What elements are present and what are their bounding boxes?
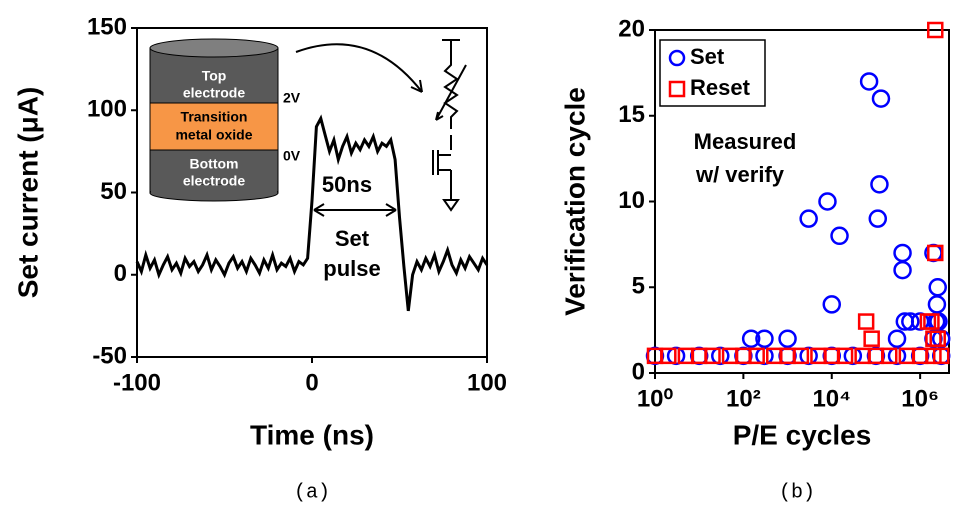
x-axis-title: P/E cycles (733, 419, 872, 450)
cylinder-fill (151, 185, 277, 193)
point (927, 295, 947, 314)
y-tick-label: 50 (100, 178, 127, 205)
voltage-label: 0V (283, 148, 301, 164)
voltage-label: 2V (283, 90, 301, 106)
cylinder-top (149, 38, 279, 58)
y-tick-label: 10 (618, 187, 645, 214)
x-tick-label: 10⁰ (637, 385, 674, 412)
x-tick-label: -100 (113, 369, 161, 396)
point (868, 209, 888, 228)
point (792, 347, 810, 365)
x-axis-title: Time (ns) (250, 419, 374, 450)
legend-marker (668, 49, 686, 67)
point (755, 329, 774, 348)
point (871, 89, 891, 108)
chart: -50 0 50 100 150 -100 0 100 Time (ns) Set current… (12, 13, 507, 504)
legend-marker (668, 80, 686, 98)
point (822, 295, 842, 314)
point (919, 313, 937, 330)
point (830, 226, 849, 246)
x-tick-label: 100 (467, 369, 507, 396)
x-tick-label: 10⁶ (901, 385, 939, 412)
y-tick-label: 150 (87, 13, 127, 40)
x-tick-label: 0 (305, 369, 318, 396)
point (887, 329, 907, 348)
inset-arrow (295, 43, 423, 93)
caption: (b) (779, 481, 815, 504)
point (880, 347, 898, 365)
point (893, 243, 912, 263)
device-inset: Top electrode Transition metal oxide Bot… (149, 38, 467, 212)
point (863, 330, 880, 347)
data-line (135, 114, 489, 312)
point (818, 192, 837, 211)
point (704, 347, 721, 365)
inset-label: electrode (183, 173, 245, 189)
point (928, 278, 947, 297)
inset-label: Bottom (190, 156, 239, 172)
point (927, 244, 944, 262)
inset-label: Transition (181, 109, 248, 125)
point (929, 330, 946, 347)
point (660, 347, 677, 365)
caption: (a) (294, 481, 330, 504)
point (778, 329, 797, 348)
point (748, 347, 765, 365)
annotation: Measured (694, 129, 797, 154)
point (927, 21, 944, 39)
point (932, 347, 950, 365)
legend-label: Set (690, 44, 725, 69)
point (799, 209, 818, 228)
y-tick-label: 15 (618, 101, 645, 128)
y-tick-label: 0 (114, 260, 127, 287)
annotation: w/ verify (695, 162, 785, 187)
y-tick-label: 5 (632, 273, 645, 300)
pulse-annotation: 50ns Set pulse (313, 172, 397, 281)
y-axis-title: Set current (μA) (12, 87, 43, 299)
oxide-layer (149, 102, 279, 151)
legend-label: Reset (690, 75, 751, 100)
arrow-head (410, 79, 423, 93)
x-tick-label: 10⁴ (812, 385, 851, 412)
y-tick-label: -50 (92, 342, 127, 369)
inset-label: Top (202, 68, 227, 84)
point (859, 72, 879, 91)
width-arrow (313, 203, 397, 217)
inset-label: electrode (183, 85, 245, 101)
point (836, 347, 854, 365)
annotation: Set (335, 226, 370, 251)
y-tick-label: 100 (87, 96, 127, 123)
y-tick-label: 20 (618, 15, 645, 42)
annotation: 50ns (322, 172, 372, 197)
chart: 0 5 10 15 20 10⁰ 10² 10⁴ 10⁶ P/E cycles Verificati… (559, 15, 951, 504)
inset-label: metal oxide (175, 127, 252, 143)
annotation: pulse (323, 256, 380, 281)
point (901, 312, 920, 331)
point (893, 260, 912, 280)
point (870, 175, 889, 194)
point (857, 313, 875, 330)
x-tick-label: 10² (726, 385, 761, 412)
y-axis-title: Verification cycle (559, 87, 590, 316)
point (741, 329, 761, 348)
circuit-symbol (432, 39, 467, 212)
y-tick-label: 0 (632, 358, 645, 385)
